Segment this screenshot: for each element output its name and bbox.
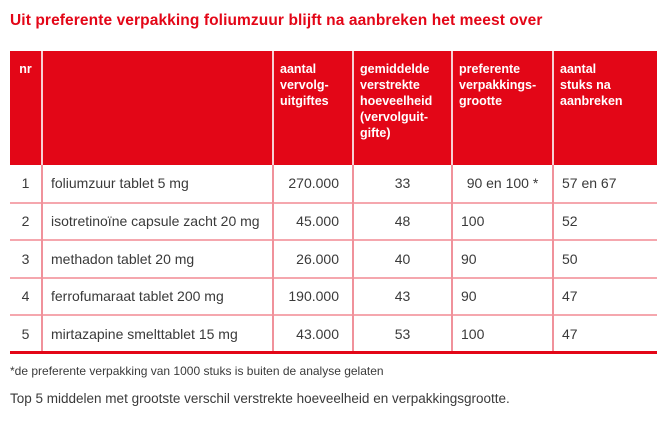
column-header-middel bbox=[41, 51, 273, 165]
cell-vervolguitgiftes: 190.000 bbox=[272, 276, 353, 315]
table-row: 4 ferrofumaraat tablet 200 mg 190.000 43… bbox=[10, 276, 657, 315]
cell-stuks-na-aanbreken: 52 bbox=[552, 201, 657, 240]
column-header-verpakkingsgrootte: preferente verpakkings- grootte bbox=[451, 51, 553, 165]
table-row: 3 methadon tablet 20 mg 26.000 40 90 50 bbox=[10, 239, 657, 278]
cell-middel: isotretinoïne capsule zacht 20 mg bbox=[41, 201, 273, 240]
table-header: nr aantal vervolg- uitgiftes gemiddelde … bbox=[10, 51, 657, 165]
cell-nr: 1 bbox=[10, 165, 42, 203]
cell-hoeveelheid: 43 bbox=[352, 276, 452, 315]
cell-stuks-na-aanbreken: 57 en 67 bbox=[552, 165, 657, 203]
column-header-stuks-na-aanbreken: aantal stuks na aanbreken bbox=[552, 51, 657, 165]
cell-vervolguitgiftes: 45.000 bbox=[272, 201, 353, 240]
data-table: nr aantal vervolg- uitgiftes gemiddelde … bbox=[10, 51, 657, 354]
column-header-hoeveelheid: gemiddelde verstrekte hoeveelheid (vervo… bbox=[352, 51, 452, 165]
cell-vervolguitgiftes: 43.000 bbox=[272, 314, 353, 353]
cell-middel: ferrofumaraat tablet 200 mg bbox=[41, 276, 273, 315]
column-header-nr: nr bbox=[10, 51, 42, 165]
cell-stuks-na-aanbreken: 47 bbox=[552, 276, 657, 315]
cell-stuks-na-aanbreken: 47 bbox=[552, 314, 657, 353]
cell-verpakkingsgrootte: 100 bbox=[451, 201, 553, 240]
cell-middel: methadon tablet 20 mg bbox=[41, 239, 273, 278]
cell-hoeveelheid: 53 bbox=[352, 314, 452, 353]
cell-nr: 4 bbox=[10, 276, 42, 315]
table-body: 1 foliumzuur tablet 5 mg 270.000 33 90 e… bbox=[10, 165, 657, 353]
cell-vervolguitgiftes: 26.000 bbox=[272, 239, 353, 278]
table-footnote: *de preferente verpakking van 1000 stuks… bbox=[10, 364, 384, 378]
cell-hoeveelheid: 33 bbox=[352, 165, 452, 203]
cell-hoeveelheid: 48 bbox=[352, 201, 452, 240]
cell-verpakkingsgrootte: 100 bbox=[451, 314, 553, 353]
cell-vervolguitgiftes: 270.000 bbox=[272, 165, 353, 203]
cell-nr: 2 bbox=[10, 201, 42, 240]
table-row: 1 foliumzuur tablet 5 mg 270.000 33 90 e… bbox=[10, 165, 657, 203]
header-row: nr aantal vervolg- uitgiftes gemiddelde … bbox=[10, 51, 657, 165]
cell-hoeveelheid: 40 bbox=[352, 239, 452, 278]
cell-stuks-na-aanbreken: 50 bbox=[552, 239, 657, 278]
cell-verpakkingsgrootte: 90 bbox=[451, 276, 553, 315]
document-title: Uit preferente verpakking foliumzuur bli… bbox=[10, 12, 543, 29]
table-caption: Top 5 middelen met grootste verschil ver… bbox=[10, 391, 510, 406]
cell-middel: foliumzuur tablet 5 mg bbox=[41, 165, 273, 203]
cell-middel: mirtazapine smelttablet 15 mg bbox=[41, 314, 273, 353]
table-row: 2 isotretinoïne capsule zacht 20 mg 45.0… bbox=[10, 201, 657, 240]
table-row: 5 mirtazapine smelttablet 15 mg 43.000 5… bbox=[10, 314, 657, 353]
cell-verpakkingsgrootte: 90 en 100 * bbox=[451, 165, 553, 203]
cell-nr: 5 bbox=[10, 314, 42, 353]
cell-nr: 3 bbox=[10, 239, 42, 278]
column-header-vervolguitgiftes: aantal vervolg- uitgiftes bbox=[272, 51, 353, 165]
cell-verpakkingsgrootte: 90 bbox=[451, 239, 553, 278]
